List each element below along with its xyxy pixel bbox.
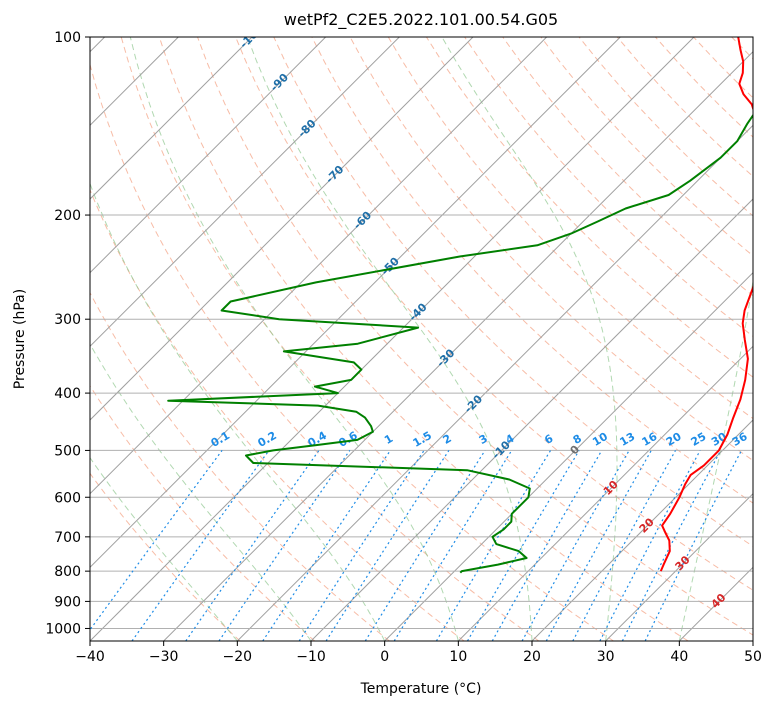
- isotherm-line: [457, 345, 753, 641]
- y-tick-label: 1000: [45, 621, 81, 637]
- isotherm-line: [384, 271, 753, 641]
- isotherm-line: [236, 124, 753, 641]
- y-tick-label: 800: [54, 564, 81, 580]
- mixing-ratio-line: [466, 450, 580, 641]
- y-tick-label: 500: [54, 443, 81, 459]
- isotherm-line: [90, 37, 474, 421]
- mixing-ratio-line: [521, 450, 630, 641]
- y-tick-label: 600: [54, 490, 81, 506]
- y-axis: 100 200 300 400 500 600 700 800 900 1000: [45, 30, 90, 637]
- mixing-ratio-line: [491, 450, 603, 641]
- moist-adiabat: [129, 37, 459, 641]
- mixing-ratio-line: [298, 450, 425, 641]
- dry-adiabat: [273, 37, 753, 547]
- dry-adiabat: [90, 291, 390, 641]
- isotherm-line: [531, 419, 753, 641]
- mixing-ratio-line: [131, 450, 270, 641]
- isotherm-line: [90, 37, 400, 348]
- x-tick-label: −40: [75, 649, 105, 665]
- dry-adiabat: [90, 62, 540, 641]
- y-tick-label: 700: [54, 530, 81, 546]
- mixing-ratio-line: [90, 450, 223, 631]
- mixing-ratio-line: [393, 450, 513, 641]
- dry-adiabat: [464, 37, 753, 337]
- mixing-ratio-line: [435, 450, 552, 641]
- dewpoint-profile: [167, 113, 753, 574]
- y-tick-label: 200: [54, 208, 81, 224]
- moist-adiabat: [90, 456, 238, 641]
- mixing-ratio-line: [364, 450, 486, 641]
- dry-adiabat: [502, 37, 753, 297]
- x-tick-label: 40: [670, 649, 688, 665]
- background-lines: [90, 37, 753, 641]
- y-tick-label: 400: [54, 386, 81, 402]
- dry-adiabat: [90, 188, 465, 641]
- isotherm-line: [90, 37, 327, 274]
- x-axis: −40 −30 −20 −10 0 10 20 30 40 50: [75, 641, 762, 665]
- dry-adiabat: [349, 37, 753, 462]
- mixing-ratio-line: [325, 450, 450, 641]
- isotherm-line: [90, 37, 695, 641]
- mixing-ratio-line: [572, 450, 677, 641]
- x-tick-label: −30: [149, 649, 179, 665]
- dry-adiabat: [158, 37, 689, 641]
- y-axis-title: Pressure (hPa): [12, 289, 28, 389]
- x-tick-label: 30: [597, 649, 615, 665]
- mixing-ratio-line: [621, 450, 722, 641]
- dry-adiabat: [235, 37, 753, 591]
- temperature-profile: [659, 37, 753, 572]
- moist-adiabat: [246, 37, 533, 641]
- isotherm-line: [90, 37, 253, 200]
- isotherm-line: [605, 492, 753, 641]
- x-tick-label: 50: [744, 649, 762, 665]
- isotherm-line: [163, 50, 753, 641]
- mixing-ratio-line: [644, 450, 743, 641]
- x-tick-label: −10: [296, 649, 326, 665]
- isotherm-line: [90, 37, 548, 495]
- x-tick-label: 20: [523, 649, 541, 665]
- y-tick-label: 300: [54, 312, 81, 328]
- moist-adiabat: [678, 277, 753, 641]
- dry-adiabat: [387, 37, 753, 420]
- profile-lines: [167, 37, 753, 574]
- dry-adiabat: [90, 472, 241, 641]
- x-axis-title: Temperature (°C): [360, 681, 482, 697]
- mixing-ratio-line: [599, 450, 701, 641]
- x-tick-label: −20: [223, 649, 253, 665]
- dry-adiabat: [120, 37, 614, 641]
- isotherm-line: [310, 198, 753, 641]
- x-tick-label: 10: [449, 649, 467, 665]
- dry-adiabat: [311, 37, 753, 504]
- chart-title: wetPf2_C2E5.2022.101.00.54.G05: [284, 10, 558, 30]
- mixing-ratio-line: [545, 450, 652, 641]
- y-tick-label: 100: [54, 30, 81, 46]
- moist-adiabat: [441, 37, 618, 641]
- dry-adiabat: [425, 37, 753, 378]
- dry-adiabat: [90, 384, 316, 641]
- plot-frame: [89, 36, 754, 642]
- isotherm-line: [90, 37, 621, 569]
- x-tick-label: 0: [380, 649, 389, 665]
- y-tick-label: 900: [54, 594, 81, 610]
